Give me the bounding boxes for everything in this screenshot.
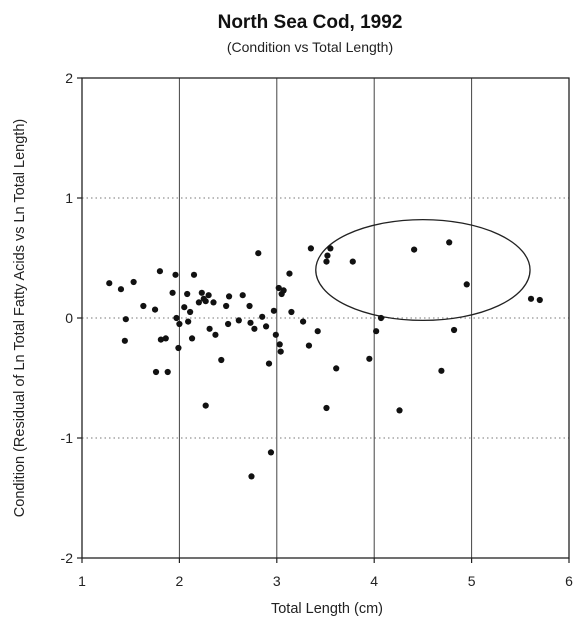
- data-point: [314, 328, 321, 335]
- data-point: [157, 336, 164, 343]
- data-point: [184, 290, 191, 298]
- data-point: [333, 365, 340, 372]
- data-point: [366, 355, 373, 362]
- data-point: [323, 404, 330, 412]
- data-point: [181, 304, 188, 311]
- data-point: [202, 298, 209, 305]
- data-point: [327, 245, 334, 252]
- data-point: [438, 367, 445, 374]
- data-point: [324, 252, 331, 259]
- data-point: [206, 325, 213, 332]
- data-point: [235, 317, 242, 324]
- data-point: [187, 308, 194, 316]
- grid-layer: [82, 78, 569, 558]
- highlight-ellipse: [315, 218, 531, 322]
- data-point: [212, 331, 219, 338]
- x-tick-label: 1: [78, 573, 86, 589]
- data-point: [446, 239, 453, 246]
- data-point: [205, 292, 212, 299]
- data-point: [210, 299, 217, 306]
- data-point: [411, 246, 418, 253]
- data-point: [218, 356, 225, 364]
- data-point: [377, 314, 385, 322]
- data-point: [173, 314, 180, 322]
- data-point: [176, 320, 183, 328]
- data-point: [262, 323, 270, 330]
- data-point: [151, 306, 159, 313]
- y-tick-label: -1: [61, 430, 74, 446]
- x-axis-label: Total Length (cm): [271, 601, 383, 617]
- y-tick-label: -2: [61, 550, 74, 566]
- data-point: [267, 449, 275, 456]
- x-tick-label: 4: [370, 573, 378, 589]
- data-point: [185, 318, 192, 325]
- data-point: [259, 313, 266, 320]
- data-point: [169, 289, 176, 296]
- data-point: [190, 271, 198, 278]
- y-tick-label: 0: [65, 310, 73, 326]
- chart-subtitle: (Condition vs Total Length): [227, 39, 393, 55]
- data-point: [247, 319, 254, 326]
- data-point: [280, 287, 287, 294]
- data-point: [536, 296, 543, 304]
- data-point: [248, 473, 255, 480]
- data-point: [255, 250, 262, 257]
- tick-layer: 1 2 3 4 5 6 2 1 0 -1 -2: [61, 70, 574, 589]
- data-point: [323, 258, 330, 265]
- data-point: [527, 295, 535, 302]
- data-point: [152, 368, 160, 376]
- data-point: [349, 258, 356, 265]
- y-axis-label: Condition (Residual of Ln Total Fatty Ac…: [12, 119, 28, 517]
- chart-title: North Sea Cod, 1992: [218, 12, 403, 33]
- data-point: [450, 326, 458, 334]
- x-tick-label: 3: [273, 573, 281, 589]
- data-point: [251, 325, 258, 332]
- y-tick-label: 2: [65, 70, 73, 86]
- x-tick-label: 2: [176, 573, 184, 589]
- data-point: [156, 268, 164, 275]
- data-point: [275, 284, 282, 292]
- points-layer: [106, 239, 543, 480]
- data-point: [121, 337, 128, 344]
- data-point: [396, 407, 403, 414]
- data-point: [140, 302, 147, 310]
- data-point: [164, 368, 171, 376]
- data-point: [195, 299, 202, 306]
- data-point: [188, 335, 196, 342]
- data-point: [276, 341, 283, 348]
- x-tick-label: 5: [468, 573, 476, 589]
- data-point: [106, 280, 113, 287]
- y-tick-label: 1: [65, 190, 73, 206]
- data-point: [225, 320, 232, 328]
- annotation-layer: [315, 218, 531, 322]
- data-point: [175, 344, 182, 352]
- data-point: [239, 292, 246, 299]
- data-point: [202, 402, 209, 409]
- data-point: [272, 331, 279, 338]
- data-point: [463, 281, 470, 288]
- data-point: [172, 271, 179, 278]
- data-point: [286, 270, 293, 277]
- data-point: [299, 318, 307, 325]
- data-point: [117, 286, 125, 293]
- data-point: [130, 278, 137, 286]
- data-point: [265, 360, 273, 367]
- data-point: [288, 308, 295, 316]
- data-point: [373, 328, 380, 335]
- data-point: [305, 342, 313, 349]
- data-point: [122, 316, 129, 323]
- data-point: [223, 302, 230, 310]
- data-point: [277, 348, 284, 355]
- x-tick-label: 6: [565, 573, 573, 589]
- data-point: [270, 307, 277, 314]
- data-point: [198, 289, 205, 296]
- data-point: [225, 293, 233, 300]
- data-point: [307, 245, 314, 252]
- data-point: [162, 335, 169, 342]
- data-point: [246, 302, 253, 310]
